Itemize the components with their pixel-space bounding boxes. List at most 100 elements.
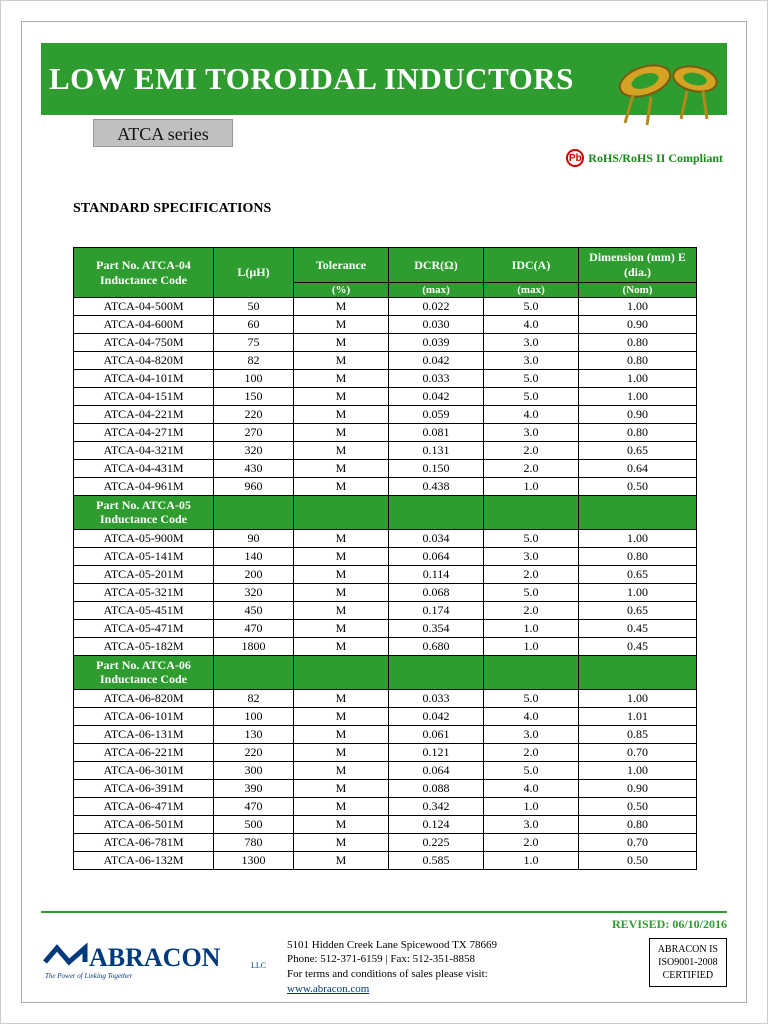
table-header: Part No. ATCA-04 Inductance Code L(µH) T… — [74, 248, 697, 298]
section-header-row: Part No. ATCA-06Inductance Code — [74, 655, 697, 689]
cell-dcr: 0.039 — [389, 334, 484, 352]
cell-dim: 0.50 — [579, 851, 697, 869]
cell-tol: M — [294, 743, 389, 761]
cell-dim: 0.70 — [579, 833, 697, 851]
table-row: ATCA-06-132M1300M0.5851.00.50 — [74, 851, 697, 869]
cell-dim: 0.90 — [579, 316, 697, 334]
cell-tol: M — [294, 689, 389, 707]
section-label: Part No. ATCA-06Inductance Code — [74, 655, 214, 689]
cell-part: ATCA-06-501M — [74, 815, 214, 833]
contact-info: 5101 Hidden Creek Lane Spicewood TX 7866… — [287, 938, 633, 997]
cell-part: ATCA-05-321M — [74, 583, 214, 601]
cell-part: ATCA-06-221M — [74, 743, 214, 761]
cell-l: 960 — [214, 478, 294, 496]
section-empty-cell — [389, 655, 484, 689]
table-row: ATCA-06-221M220M0.1212.00.70 — [74, 743, 697, 761]
cell-l: 220 — [214, 406, 294, 424]
cell-dcr: 0.124 — [389, 815, 484, 833]
website-link[interactable]: www.abracon.com — [287, 983, 369, 995]
table-row: ATCA-06-301M300M0.0645.01.00 — [74, 761, 697, 779]
cell-l: 450 — [214, 601, 294, 619]
cell-dim: 1.00 — [579, 388, 697, 406]
cell-dcr: 0.354 — [389, 619, 484, 637]
cell-dim: 0.65 — [579, 601, 697, 619]
table-row: ATCA-06-131M130M0.0613.00.85 — [74, 725, 697, 743]
table-row: ATCA-04-750M75M0.0393.00.80 — [74, 334, 697, 352]
cell-part: ATCA-05-471M — [74, 619, 214, 637]
section-empty-cell — [484, 655, 579, 689]
cell-idc: 5.0 — [484, 370, 579, 388]
cell-dcr: 0.061 — [389, 725, 484, 743]
cell-l: 200 — [214, 565, 294, 583]
table-row: ATCA-04-221M220M0.0594.00.90 — [74, 406, 697, 424]
cell-l: 500 — [214, 815, 294, 833]
revised-date: REVISED: 06/10/2016 — [41, 917, 727, 932]
cell-l: 90 — [214, 529, 294, 547]
cell-dim: 0.50 — [579, 478, 697, 496]
cell-dcr: 0.342 — [389, 797, 484, 815]
cell-dim: 1.00 — [579, 583, 697, 601]
cell-l: 140 — [214, 547, 294, 565]
cell-part: ATCA-04-431M — [74, 460, 214, 478]
table-row: ATCA-05-201M200M0.1142.00.65 — [74, 565, 697, 583]
cell-idc: 5.0 — [484, 761, 579, 779]
cell-dcr: 0.680 — [389, 637, 484, 655]
svg-text:LLC: LLC — [251, 961, 266, 970]
cell-dim: 0.85 — [579, 725, 697, 743]
cell-idc: 5.0 — [484, 388, 579, 406]
footer-rule — [41, 911, 727, 913]
cell-part: ATCA-06-391M — [74, 779, 214, 797]
cell-dcr: 0.064 — [389, 761, 484, 779]
cell-idc: 4.0 — [484, 316, 579, 334]
cell-l: 430 — [214, 460, 294, 478]
cell-l: 270 — [214, 424, 294, 442]
cell-idc: 2.0 — [484, 442, 579, 460]
cell-l: 320 — [214, 442, 294, 460]
table-row: ATCA-04-321M320M0.1312.00.65 — [74, 442, 697, 460]
cert-line-1: ABRACON IS — [658, 943, 718, 956]
table-row: ATCA-04-961M960M0.4381.00.50 — [74, 478, 697, 496]
cell-dcr: 0.068 — [389, 583, 484, 601]
section-empty-cell — [214, 496, 294, 530]
cell-part: ATCA-06-132M — [74, 851, 214, 869]
cell-dcr: 0.059 — [389, 406, 484, 424]
compliance-text: RoHS/RoHS II Compliant — [588, 151, 723, 166]
cell-tol: M — [294, 547, 389, 565]
cell-dim: 0.65 — [579, 442, 697, 460]
col-l: L(µH) — [214, 248, 294, 298]
table-row: ATCA-06-471M470M0.3421.00.50 — [74, 797, 697, 815]
cell-l: 390 — [214, 779, 294, 797]
col-dcr: DCR(Ω) — [389, 248, 484, 283]
cell-part: ATCA-06-820M — [74, 689, 214, 707]
col-dcr-sub: (max) — [389, 283, 484, 298]
cert-box: ABRACON IS ISO9001-2008 CERTIFIED — [649, 938, 727, 987]
col-idc: IDC(A) — [484, 248, 579, 283]
col-dim: Dimension (mm) E (dia.) — [579, 248, 697, 283]
cell-l: 220 — [214, 743, 294, 761]
cell-idc: 1.0 — [484, 619, 579, 637]
cell-tol: M — [294, 478, 389, 496]
cell-dcr: 0.033 — [389, 370, 484, 388]
table-row: ATCA-05-321M320M0.0685.01.00 — [74, 583, 697, 601]
cell-idc: 2.0 — [484, 833, 579, 851]
cell-tol: M — [294, 637, 389, 655]
cell-l: 82 — [214, 689, 294, 707]
cert-line-2: ISO9001-2008 — [658, 956, 718, 969]
cell-dim: 1.00 — [579, 370, 697, 388]
col-tol-sub: (%) — [294, 283, 389, 298]
cell-tol: M — [294, 460, 389, 478]
cell-part: ATCA-04-271M — [74, 424, 214, 442]
cell-idc: 3.0 — [484, 725, 579, 743]
cell-l: 470 — [214, 797, 294, 815]
page-title: LOW EMI TOROIDAL INDUCTORS — [49, 61, 574, 97]
cell-part: ATCA-04-101M — [74, 370, 214, 388]
cell-l: 100 — [214, 707, 294, 725]
logo-block: ABRACON LLC The Power of Linking Togethe… — [41, 938, 271, 987]
cell-idc: 3.0 — [484, 547, 579, 565]
cell-part: ATCA-06-131M — [74, 725, 214, 743]
cell-l: 1300 — [214, 851, 294, 869]
col-idc-sub: (max) — [484, 283, 579, 298]
svg-text:The Power of Linking Together: The Power of Linking Together — [45, 972, 133, 980]
cell-part: ATCA-04-500M — [74, 298, 214, 316]
cell-part: ATCA-06-471M — [74, 797, 214, 815]
